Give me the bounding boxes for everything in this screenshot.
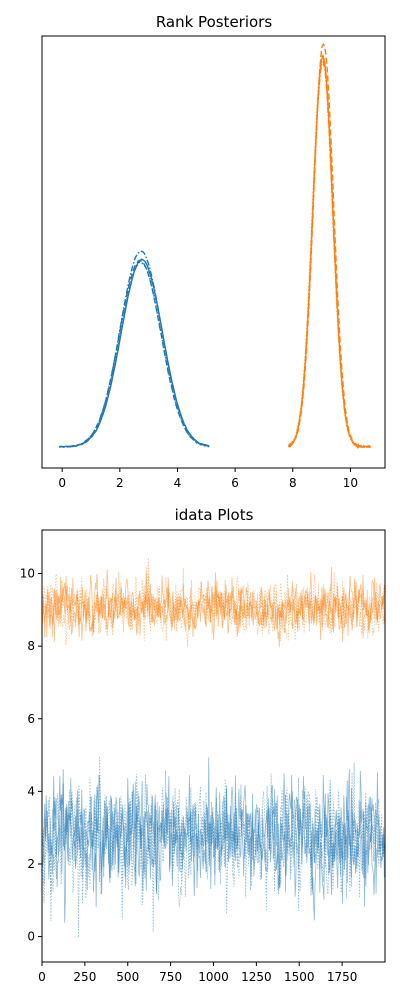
- bottom-y-tick-label: 8: [27, 639, 35, 653]
- top-x-tick-label: 8: [289, 476, 297, 490]
- top-curves: [59, 43, 372, 450]
- top-x-tick-label: 2: [116, 476, 124, 490]
- bottom-y-tick-label: 6: [27, 712, 35, 726]
- bottom-x-tick-label: 1250: [241, 970, 272, 984]
- density-curve-1-3: [288, 60, 372, 448]
- bottom-x-tick-label: 500: [116, 970, 139, 984]
- top-x-tick-label: 4: [174, 476, 182, 490]
- trace-line-0-1: [42, 756, 385, 938]
- density-curve-0-2: [59, 261, 210, 448]
- trace-line-1-3: [42, 557, 385, 647]
- density-curve-0-3: [59, 250, 210, 448]
- trace-line-1-0: [42, 569, 385, 648]
- top-x-tick-label: 10: [343, 476, 358, 490]
- top-x-tick-label: 6: [231, 476, 239, 490]
- bottom-y-ticks: 0 2 4 6 8 10: [20, 567, 42, 944]
- bottom-traces: [42, 557, 385, 938]
- bottom-x-tick-label: 1750: [327, 970, 358, 984]
- bottom-y-tick-label: 0: [27, 930, 35, 944]
- bottom-x-ticks: 0 250 500 750 1000 1250 1500 1750: [38, 962, 357, 984]
- density-curve-0-1: [59, 259, 210, 448]
- idata-trace-plot: idata Plots 0 250 500 750 1000 1250 1500 1750 0…: [20, 506, 386, 984]
- bottom-x-tick-label: 250: [73, 970, 96, 984]
- top-plot-title: Rank Posteriors: [156, 13, 273, 31]
- bottom-y-tick-label: 4: [27, 784, 35, 798]
- bottom-y-tick-label: 2: [27, 857, 35, 871]
- trace-line-1-1: [42, 571, 385, 646]
- trace-line-0-3: [42, 762, 385, 933]
- rank-posteriors-plot: Rank Posteriors 0 2 4 6 8 10: [41, 13, 386, 490]
- top-x-tick-label: 0: [58, 476, 66, 490]
- bottom-x-tick-label: 1000: [198, 970, 229, 984]
- bottom-y-tick-label: 10: [20, 567, 35, 581]
- bottom-x-tick-label: 1500: [284, 970, 315, 984]
- bottom-plot-title: idata Plots: [175, 506, 254, 524]
- density-curve-1-1: [288, 43, 371, 448]
- density-curve-0-0: [59, 258, 210, 448]
- top-x-ticks: 0 2 4 6 8 10: [58, 468, 358, 490]
- bottom-x-tick-label: 750: [159, 970, 182, 984]
- top-axes-frame: [41, 35, 386, 469]
- bottom-x-tick-label: 0: [38, 970, 46, 984]
